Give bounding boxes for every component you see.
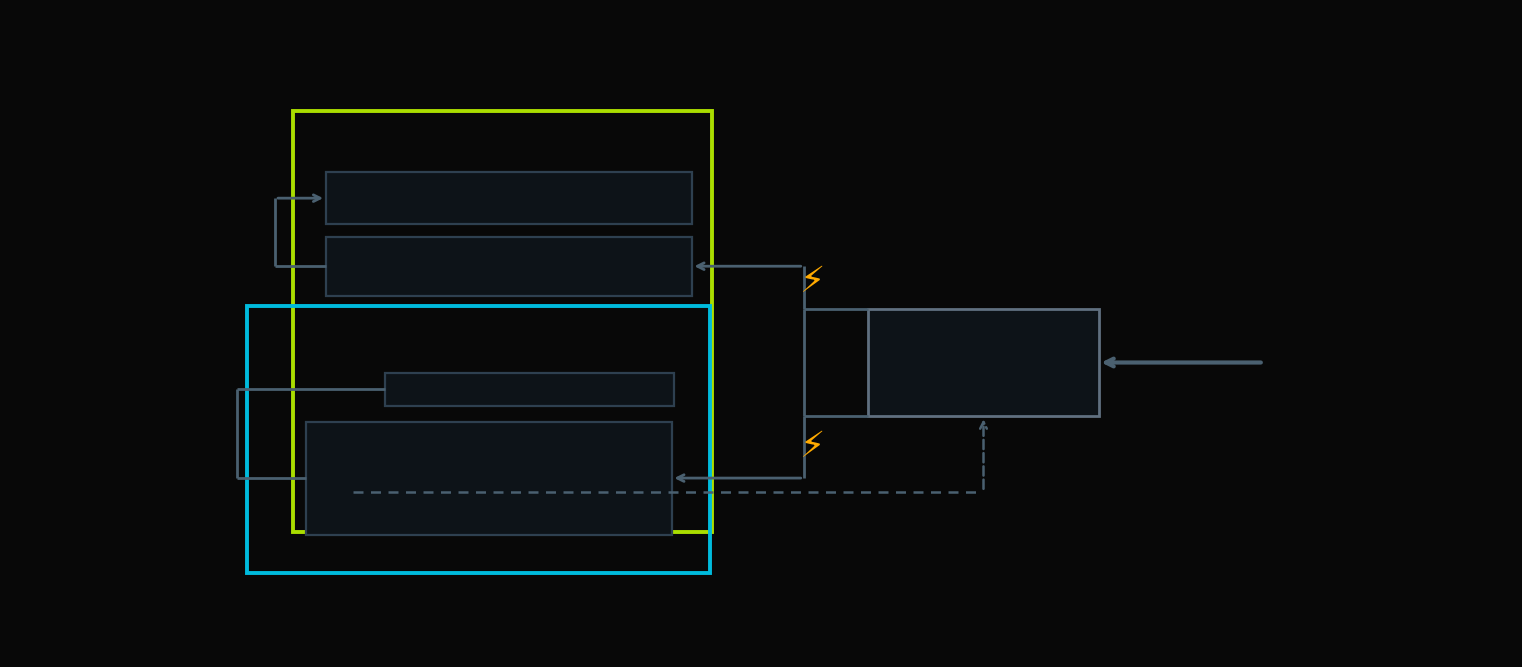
Bar [292, 111, 712, 532]
Text: ⚡: ⚡ [801, 265, 826, 299]
Bar [326, 173, 691, 224]
Bar [247, 306, 711, 573]
Text: ⚡: ⚡ [801, 430, 826, 464]
Bar [326, 237, 691, 295]
Bar [306, 422, 671, 534]
Bar [869, 309, 1099, 416]
Bar [385, 373, 674, 406]
